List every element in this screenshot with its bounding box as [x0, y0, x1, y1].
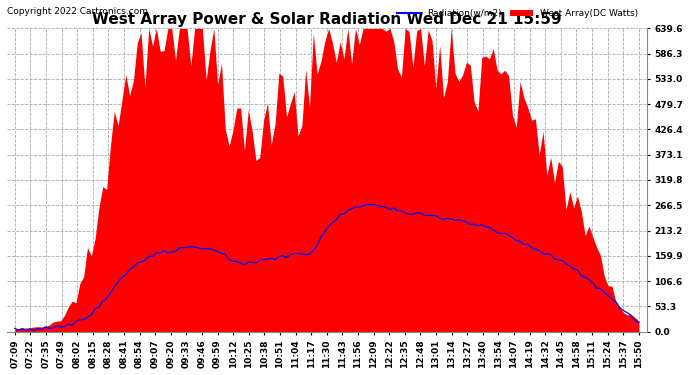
- Title: West Array Power & Solar Radiation Wed Dec 21 15:59: West Array Power & Solar Radiation Wed D…: [92, 12, 562, 27]
- Text: Copyright 2022 Cartronics.com: Copyright 2022 Cartronics.com: [7, 7, 148, 16]
- Legend: Radiation(w/m2), West Array(DC Watts): Radiation(w/m2), West Array(DC Watts): [393, 6, 642, 22]
